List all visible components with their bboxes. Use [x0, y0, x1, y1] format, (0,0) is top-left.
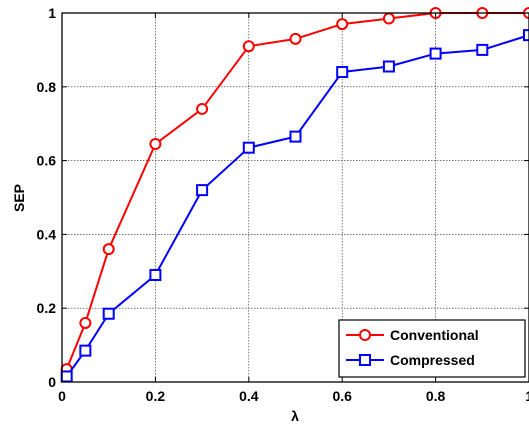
x-tick-label: 0.4 [239, 388, 259, 404]
y-tick-label: 0.8 [37, 79, 57, 95]
data-point-compressed [336, 66, 349, 79]
data-point-compressed [429, 47, 442, 60]
plot-frame [61, 12, 529, 383]
data-point-compressed [196, 184, 209, 197]
data-point-conventional [242, 40, 255, 53]
legend-marker-compressed [359, 354, 371, 366]
data-point-conventional [289, 32, 302, 45]
legend-label-compressed: Compressed [390, 352, 475, 368]
x-tick-label: 0 [58, 388, 66, 404]
data-point-compressed [102, 307, 115, 320]
axis-ticks [61, 12, 529, 383]
data-point-compressed [60, 370, 73, 383]
data-point-conventional [79, 316, 92, 329]
legend-label-conventional: Conventional [390, 327, 479, 343]
data-point-conventional [382, 12, 395, 25]
x-tick-label: 0.2 [146, 388, 166, 404]
series-line-compressed [65, 34, 529, 378]
data-point-compressed [382, 60, 395, 73]
y-axis-label: SEP [11, 184, 27, 212]
y-tick-label: 0.6 [37, 153, 57, 169]
y-tick-label: 0.2 [37, 300, 57, 316]
data-point-compressed [79, 344, 92, 357]
legend-marker-conventional [359, 329, 371, 341]
y-tick-label: 0 [48, 374, 56, 390]
y-tick-labels: 0 0.2 0.4 0.6 0.8 1 [37, 5, 57, 390]
x-tick-label: 1 [525, 388, 529, 404]
y-tick-label: 0.4 [37, 226, 57, 242]
x-tick-labels: 0 0.2 0.4 0.6 0.8 1 [58, 388, 529, 404]
data-point-compressed [149, 268, 162, 281]
data-point-compressed [476, 43, 489, 56]
legend-box [338, 319, 526, 378]
x-axis-label: λ [291, 408, 299, 424]
x-tick-label: 0.6 [332, 388, 352, 404]
y-tick-label: 1 [48, 5, 56, 21]
data-point-conventional [149, 137, 162, 150]
data-point-compressed [289, 130, 302, 143]
data-point-conventional [102, 243, 115, 256]
x-tick-label: 0.8 [426, 388, 446, 404]
data-point-compressed [523, 29, 529, 42]
data-point-compressed [242, 141, 255, 154]
data-point-conventional [336, 18, 349, 31]
legend: Conventional Compressed [338, 319, 526, 378]
data-point-conventional [196, 102, 209, 115]
